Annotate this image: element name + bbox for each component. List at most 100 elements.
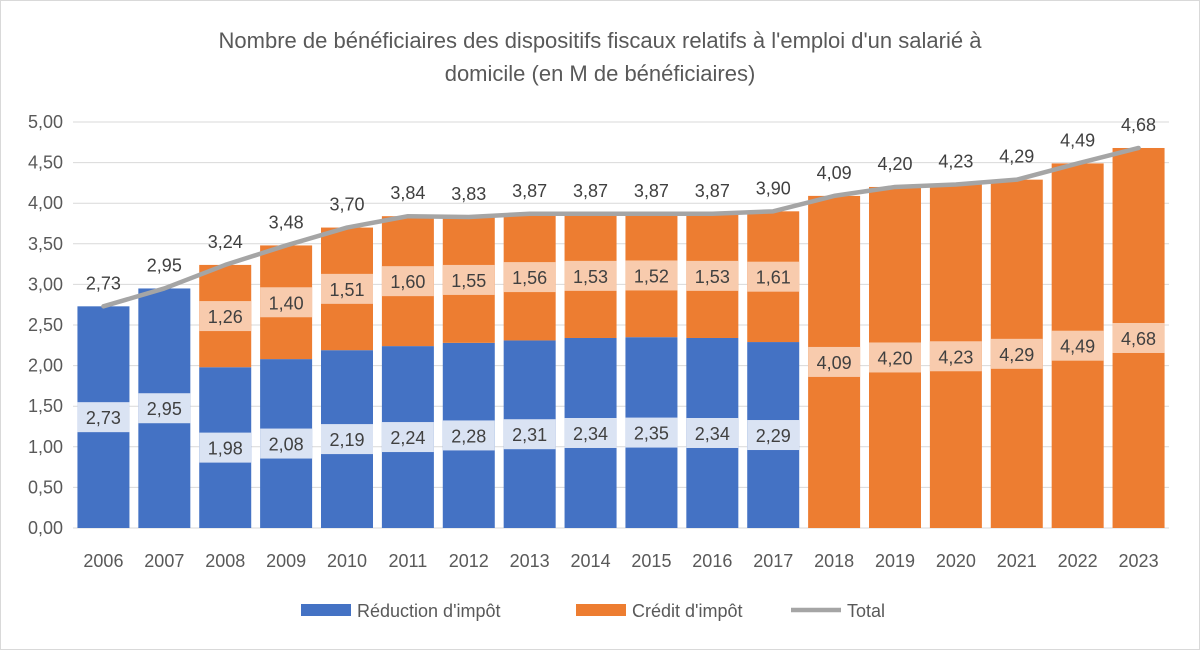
data-label: 1,51 bbox=[329, 280, 364, 300]
x-tick-label: 2007 bbox=[144, 551, 184, 571]
data-label: 1,40 bbox=[269, 293, 304, 313]
y-tick-label: 2,00 bbox=[28, 356, 63, 376]
legend: Réduction d'impôt Crédit d'impôt Total bbox=[301, 601, 885, 621]
data-label: 4,20 bbox=[877, 348, 912, 368]
total-data-label: 3,24 bbox=[208, 232, 243, 252]
data-label: 2,34 bbox=[573, 424, 608, 444]
legend-label: Total bbox=[847, 601, 885, 621]
data-label-background bbox=[321, 273, 373, 304]
x-tick-label: 2010 bbox=[327, 551, 367, 571]
data-label: 2,29 bbox=[756, 426, 791, 446]
chart-title-line-2: domicile (en M de bénéficiaires) bbox=[445, 61, 756, 86]
data-label-background bbox=[747, 261, 800, 292]
data-label: 1,52 bbox=[634, 266, 669, 286]
x-tick-label: 2012 bbox=[449, 551, 489, 571]
y-tick-label: 2,50 bbox=[28, 315, 63, 335]
total-data-label: 4,09 bbox=[817, 163, 852, 183]
y-tick-label: 1,00 bbox=[28, 437, 63, 457]
data-label: 1,56 bbox=[512, 268, 547, 288]
data-label: 1,55 bbox=[451, 271, 486, 291]
data-label: 2,08 bbox=[269, 435, 304, 455]
bars bbox=[77, 147, 1165, 529]
total-data-label: 3,90 bbox=[756, 178, 791, 198]
data-label: 2,34 bbox=[695, 424, 730, 444]
total-data-label: 2,73 bbox=[86, 273, 121, 293]
data-label: 2,28 bbox=[451, 426, 486, 446]
total-data-label: 4,49 bbox=[1060, 130, 1095, 150]
total-data-label: 4,29 bbox=[999, 147, 1034, 167]
legend-swatch bbox=[301, 604, 351, 616]
data-label-background bbox=[77, 402, 130, 433]
y-tick-label: 4,00 bbox=[28, 193, 63, 213]
x-tick-label: 2019 bbox=[875, 551, 915, 571]
data-label-background bbox=[442, 420, 495, 451]
data-label-background bbox=[686, 260, 739, 291]
data-label-background bbox=[625, 260, 678, 291]
y-tick-label: 1,50 bbox=[28, 396, 63, 416]
x-tick-label: 2008 bbox=[205, 551, 245, 571]
data-label: 2,31 bbox=[512, 425, 547, 445]
data-label: 1,60 bbox=[390, 272, 425, 292]
x-tick-label: 2015 bbox=[631, 551, 671, 571]
data-label: 1,98 bbox=[208, 439, 243, 459]
data-label: 2,35 bbox=[634, 424, 669, 444]
total-data-label: 3,87 bbox=[512, 181, 547, 201]
data-label: 1,53 bbox=[573, 267, 608, 287]
data-label-background bbox=[381, 266, 434, 297]
total-data-label: 3,84 bbox=[390, 183, 425, 203]
data-label: 4,09 bbox=[817, 353, 852, 373]
x-tick-label: 2022 bbox=[1058, 551, 1098, 571]
data-label-background bbox=[503, 262, 556, 293]
data-label-background bbox=[808, 346, 861, 377]
gridlines bbox=[73, 121, 1169, 529]
data-label-background bbox=[747, 420, 800, 451]
x-tick-label: 2014 bbox=[571, 551, 611, 571]
data-label-background bbox=[321, 424, 373, 455]
total-data-label: 3,87 bbox=[695, 181, 730, 201]
x-tick-label: 2023 bbox=[1119, 551, 1159, 571]
total-data-label: 3,48 bbox=[269, 212, 304, 232]
x-tick-label: 2006 bbox=[83, 551, 123, 571]
data-label-background bbox=[199, 432, 252, 463]
legend-label: Crédit d'impôt bbox=[632, 601, 742, 621]
x-tick-label: 2021 bbox=[997, 551, 1037, 571]
total-data-label: 3,87 bbox=[573, 181, 608, 201]
data-label-background bbox=[564, 260, 617, 291]
x-tick-label: 2011 bbox=[389, 551, 428, 571]
data-label: 1,26 bbox=[208, 307, 243, 327]
total-data-label: 4,68 bbox=[1121, 115, 1156, 135]
data-label: 2,19 bbox=[329, 430, 364, 450]
x-tick-label: 2013 bbox=[510, 551, 550, 571]
y-tick-label: 0,50 bbox=[28, 477, 63, 497]
chart-title-line-1: Nombre de bénéficiaires des dispositifs … bbox=[219, 28, 983, 53]
data-label-background bbox=[990, 338, 1043, 369]
data-label-background bbox=[260, 287, 313, 318]
line-series-total bbox=[101, 145, 1141, 309]
data-label-background bbox=[564, 417, 617, 448]
data-label: 1,61 bbox=[756, 268, 791, 288]
data-label: 2,24 bbox=[390, 428, 425, 448]
data-label-background bbox=[199, 301, 252, 332]
data-label-background bbox=[1051, 330, 1104, 361]
y-tick-label: 0,00 bbox=[28, 518, 63, 538]
data-label: 4,29 bbox=[999, 345, 1034, 365]
y-tick-label: 5,00 bbox=[28, 112, 63, 132]
data-label-background bbox=[686, 417, 739, 448]
x-tick-label: 2020 bbox=[936, 551, 976, 571]
data-label-background bbox=[138, 393, 191, 424]
data-label: 4,49 bbox=[1060, 337, 1095, 357]
data-label-background bbox=[625, 417, 678, 448]
x-tick-label: 2018 bbox=[814, 551, 854, 571]
data-label-background bbox=[929, 341, 982, 372]
y-tick-label: 3,00 bbox=[28, 274, 63, 294]
data-label-background bbox=[1112, 322, 1165, 353]
data-label-background bbox=[442, 264, 495, 295]
y-tick-label: 4,50 bbox=[28, 153, 63, 173]
x-tick-label: 2009 bbox=[266, 551, 306, 571]
data-labels: 2,73 2,95 1,98 1,26 2,08 1,40 2,19 1,51 2,24 1,60… bbox=[77, 115, 1165, 463]
y-tick-label: 3,50 bbox=[28, 234, 63, 254]
data-label-background bbox=[260, 428, 313, 459]
total-data-label: 3,70 bbox=[329, 195, 364, 215]
y-axis-ticks: 0,00 0,50 1,00 1,50 2,00 2,50 3,00 3,50 4,00 4,50… bbox=[28, 112, 63, 538]
total-data-label: 2,95 bbox=[147, 255, 182, 275]
